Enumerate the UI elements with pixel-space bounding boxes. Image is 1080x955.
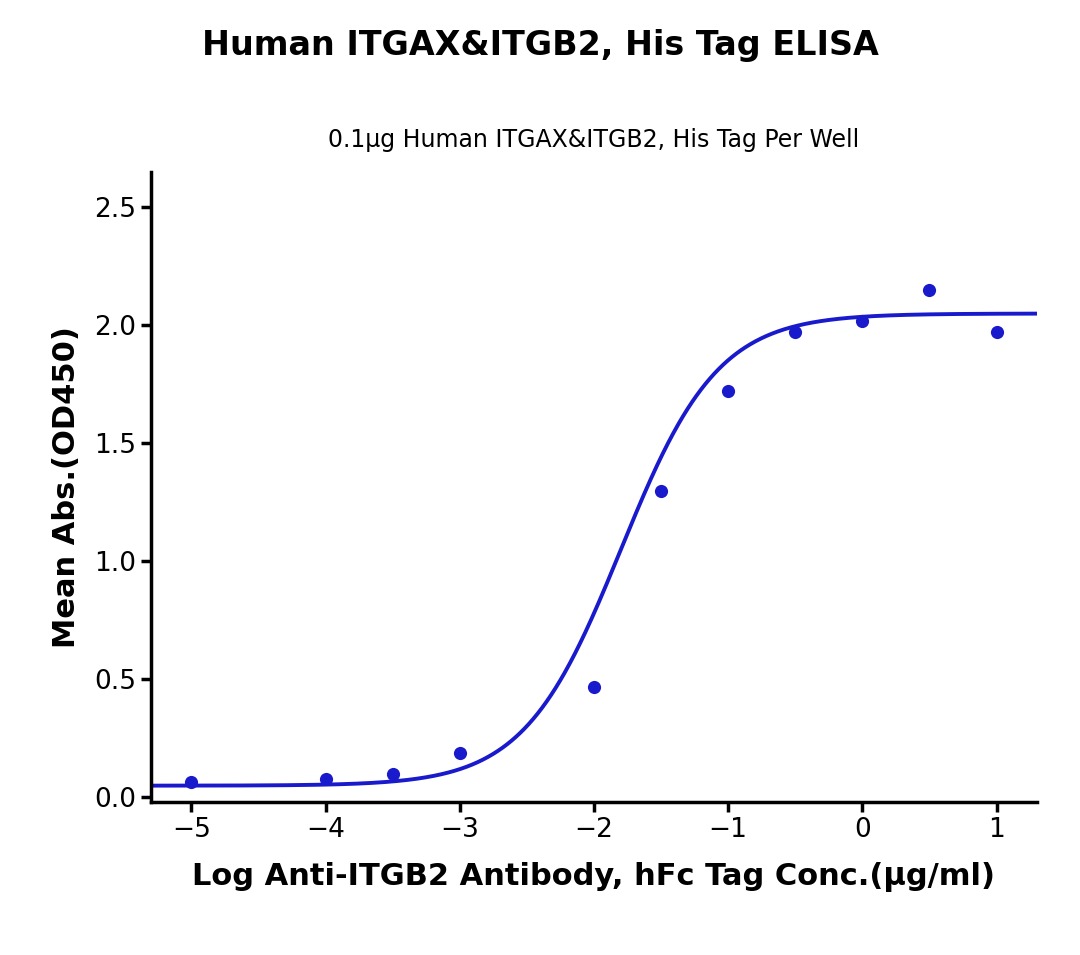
- Point: [652, 483, 670, 499]
- Y-axis label: Mean Abs.(OD450): Mean Abs.(OD450): [52, 326, 81, 648]
- Point: [318, 771, 335, 786]
- Point: [786, 325, 804, 340]
- Title: 0.1μg Human ITGAX&ITGB2, His Tag Per Well: 0.1μg Human ITGAX&ITGB2, His Tag Per Wel…: [328, 128, 860, 152]
- Point: [853, 313, 870, 329]
- Point: [719, 384, 737, 399]
- Point: [451, 745, 469, 760]
- Point: [585, 679, 603, 694]
- Point: [384, 766, 402, 781]
- Point: [183, 775, 200, 790]
- Point: [921, 283, 939, 298]
- Text: Human ITGAX&ITGB2, His Tag ELISA: Human ITGAX&ITGB2, His Tag ELISA: [202, 29, 878, 62]
- X-axis label: Log Anti-ITGB2 Antibody, hFc Tag Conc.(μg/ml): Log Anti-ITGB2 Antibody, hFc Tag Conc.(μ…: [192, 862, 996, 892]
- Point: [988, 325, 1005, 340]
